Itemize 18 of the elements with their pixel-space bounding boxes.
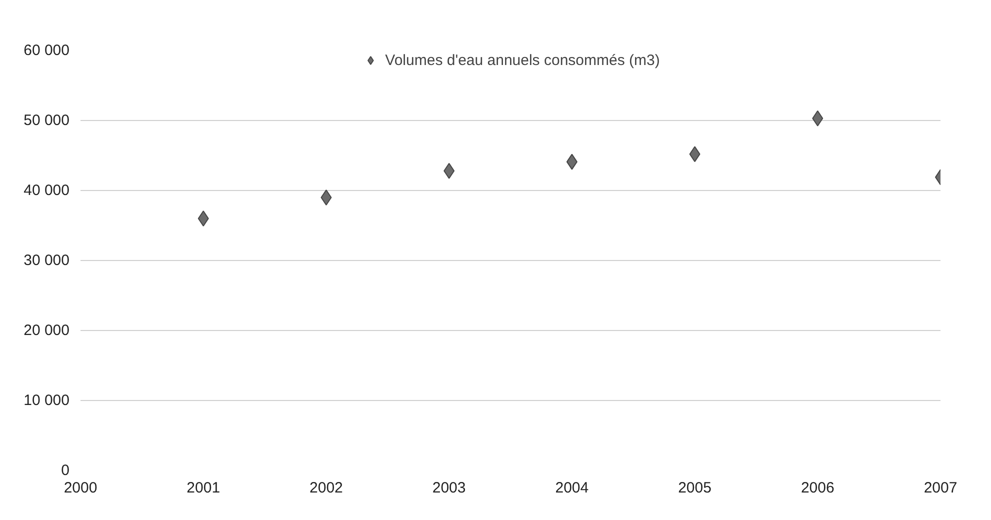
y-tick-label: 60 000 (24, 42, 70, 59)
legend-label: Volumes d'eau annuels consommés (m3) (385, 52, 660, 68)
x-tick-label: 2007 (924, 480, 958, 496)
point (320, 190, 332, 206)
x-tick-label: 2001 (186, 480, 220, 496)
y-tick-label: 10 000 (24, 392, 70, 409)
x-tick-label: 2004 (555, 480, 589, 496)
point (198, 210, 209, 226)
y-tick-label: 20 000 (24, 322, 70, 339)
x-tick-label: 2005 (678, 480, 712, 496)
y-tick-label: 40 000 (24, 182, 70, 199)
x-tick-label: 2002 (310, 480, 343, 496)
x-tick-label: 2003 (432, 480, 466, 496)
y-tick-label: 30 000 (24, 252, 70, 269)
x-tick-label: 2006 (800, 480, 834, 496)
y-tick-label: 50 000 (24, 112, 70, 129)
x-tick-label: 2000 (64, 480, 98, 496)
y-tick-label: 0 (61, 462, 70, 479)
